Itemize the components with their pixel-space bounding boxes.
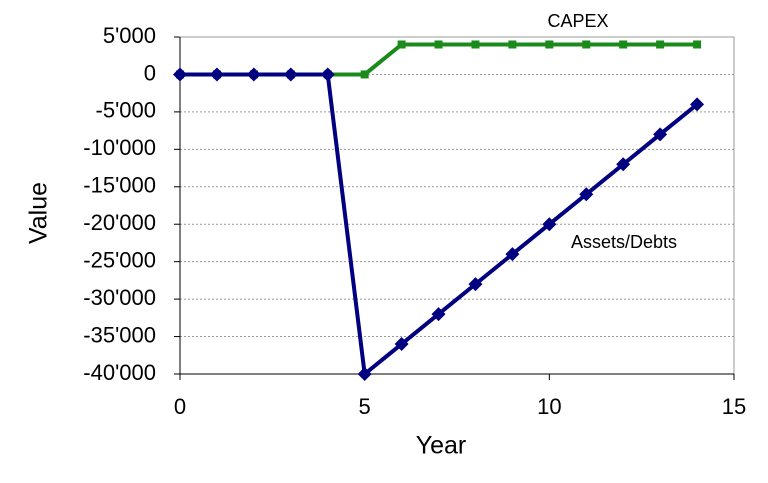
marker [397,40,406,49]
marker [357,367,372,381]
marker [690,97,705,112]
x-tick-label: 10 [537,394,561,419]
x-tick-label: 5 [359,394,371,419]
series-line [180,42,698,77]
marker [394,337,409,352]
y-tick-label: -40'000 [83,360,156,385]
marker [582,40,591,49]
x-tick-label: 0 [174,394,186,419]
marker [434,40,443,49]
marker [173,67,187,82]
y-tick-label: -15'000 [83,173,156,198]
y-tick-label: -20'000 [83,210,156,235]
marker [656,40,665,49]
marker [283,67,298,82]
marker [508,40,517,49]
y-tick-label: 5'000 [103,23,156,48]
marker [545,40,554,49]
y-tick-label: -25'000 [83,247,156,272]
plot-border [179,36,735,375]
marker [619,40,628,49]
x-tick-label: 15 [722,394,746,419]
series-label: CAPEX [547,11,608,31]
y-axis-title: Value [25,182,53,244]
marker [209,67,224,82]
marker [653,127,668,142]
marker [616,157,631,172]
marker [693,40,702,49]
marker [360,70,369,79]
x-axis-title: Year [416,432,467,460]
y-tick-label: -10'000 [83,135,156,160]
marker [320,67,335,82]
marker [542,217,557,232]
series-label: Assets/Debts [571,232,677,252]
y-tick-label: -30'000 [83,285,156,310]
y-tick-label: -35'000 [83,322,156,347]
marker [431,307,446,322]
marker [505,247,520,262]
y-tick-label: 0 [144,60,156,85]
marker [468,277,483,292]
y-tick-label: -5'000 [96,98,156,123]
marker [579,187,594,202]
marker [471,40,480,49]
marker [246,67,261,82]
